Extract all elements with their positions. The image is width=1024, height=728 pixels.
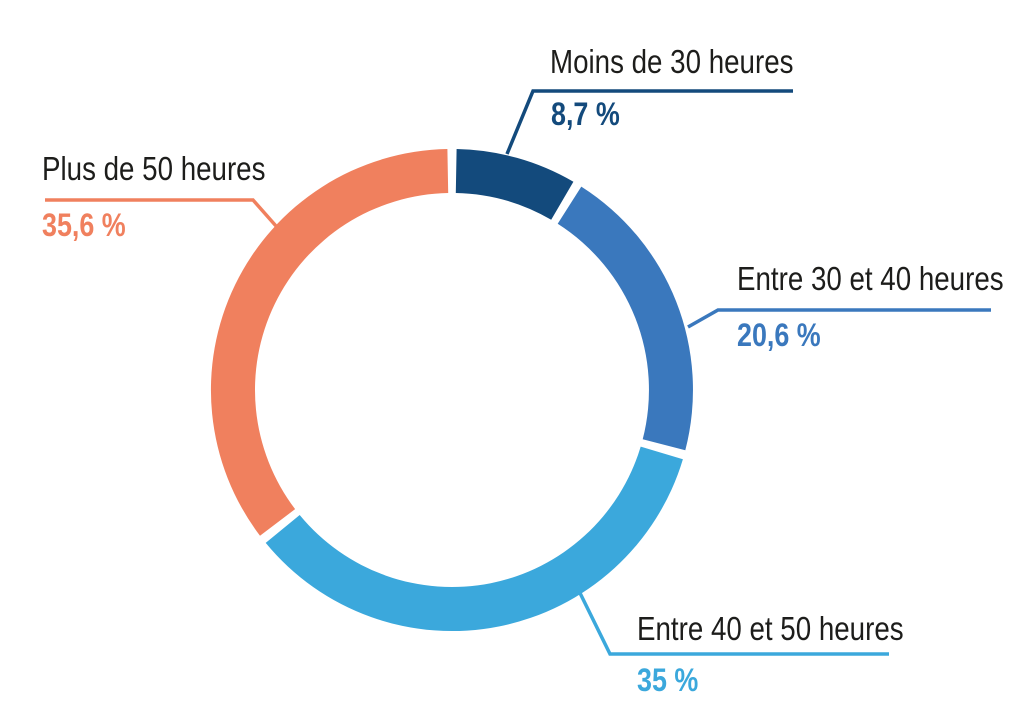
slice-value-entre-30-et-40-heures: 20,6 %	[737, 317, 821, 353]
callout-line-entre-40-et-50-heures	[578, 592, 889, 656]
slice-value-entre-40-et-50-heures: 35 %	[637, 662, 699, 698]
donut-slice-entre-30-et-40-heures	[557, 186, 693, 451]
callout-line-entre-30-et-40-heures	[687, 308, 991, 329]
slice-value-plus-de-50-heures: 35,6 %	[42, 207, 126, 243]
slice-value-moins-de-30-heures: 8,7 %	[551, 96, 620, 132]
donut-slice-moins-de-30-heures	[455, 149, 574, 220]
donut-slice-entre-40-et-50-heures	[265, 446, 683, 632]
slice-label-entre-40-et-50-heures: Entre 40 et 50 heures	[637, 610, 904, 647]
callout-line-moins-de-30-heures	[505, 89, 793, 155]
slice-label-moins-de-30-heures: Moins de 30 heures	[550, 43, 794, 80]
slice-label-plus-de-50-heures: Plus de 50 heures	[42, 150, 266, 187]
donut-slice-plus-de-50-heures	[210, 149, 449, 536]
callout-line-plus-de-50-heures	[45, 198, 278, 228]
slice-label-entre-30-et-40-heures: Entre 30 et 40 heures	[737, 260, 1004, 297]
